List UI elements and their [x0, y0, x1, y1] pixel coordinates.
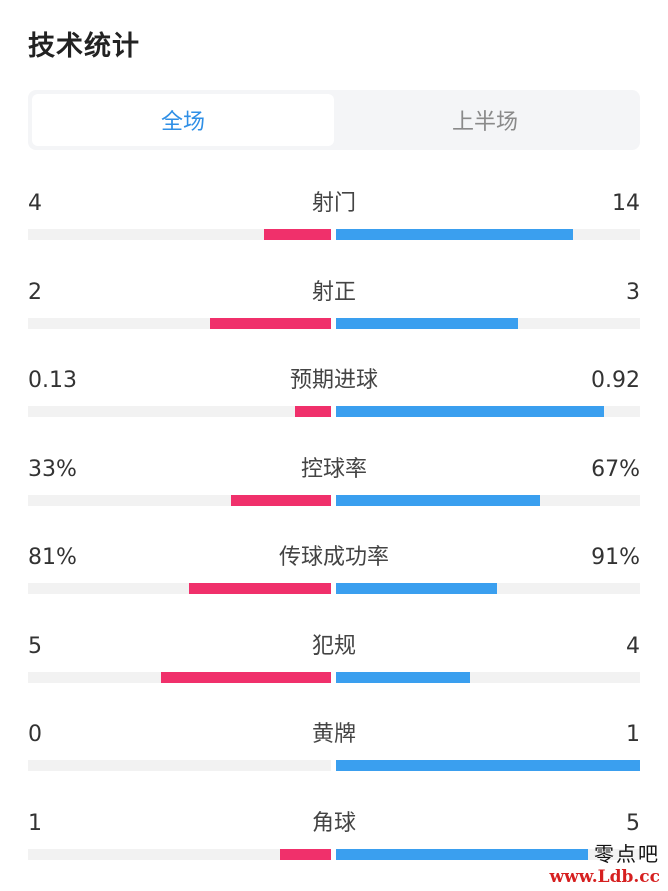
- home-value: 81%: [28, 545, 77, 570]
- away-bar: [336, 317, 519, 329]
- home-value: 4: [28, 191, 42, 216]
- watermark: 零点吧 www.Ldb.cc: [550, 838, 660, 887]
- home-value: 33%: [28, 456, 77, 482]
- home-bar-track: [28, 671, 331, 683]
- home-bar: [209, 317, 331, 329]
- away-bar: [336, 583, 498, 594]
- stat-label: 黄牌: [311, 722, 356, 747]
- stat-row: 5 犯规 4: [28, 613, 640, 702]
- stat-label: 射门: [311, 191, 356, 216]
- stat-row: 81% 传球成功率 91%: [28, 524, 640, 613]
- stat-row: 4 射门 14: [28, 170, 640, 259]
- home-bar: [264, 229, 331, 240]
- home-value: 0.13: [28, 368, 77, 393]
- away-bar-track: [336, 760, 640, 771]
- home-bar-track: [28, 760, 331, 771]
- away-bar: [336, 848, 589, 860]
- away-bar-track: [336, 317, 640, 329]
- away-bar-track: [336, 848, 640, 860]
- tab-full-match[interactable]: 全场: [32, 94, 334, 146]
- stat-label: 射正: [311, 279, 356, 305]
- home-bar-track: [28, 406, 331, 417]
- stat-label: 角球: [311, 810, 356, 836]
- stat-label: 控球率: [300, 456, 367, 482]
- home-bar: [188, 583, 331, 594]
- away-value: 4: [626, 633, 640, 659]
- away-value: 1: [626, 722, 640, 747]
- home-bar: [161, 671, 331, 683]
- home-value: 1: [28, 810, 42, 836]
- away-bar: [336, 760, 640, 771]
- stat-label: 传球成功率: [278, 545, 389, 570]
- away-bar: [336, 494, 540, 506]
- away-value: 5: [626, 810, 640, 836]
- stat-label: 犯规: [311, 633, 356, 659]
- stat-label: 预期进球: [289, 368, 378, 393]
- watermark-url: www.Ldb.cc: [549, 867, 660, 887]
- away-value: 3: [626, 279, 640, 305]
- away-bar-track: [336, 494, 640, 506]
- stat-row: 2 射正 3: [28, 259, 640, 348]
- away-value: 91%: [591, 545, 640, 570]
- away-bar-track: [336, 583, 640, 594]
- period-tabs: 全场 上半场: [28, 90, 640, 150]
- home-bar-track: [28, 583, 331, 594]
- away-value: 67%: [591, 456, 640, 482]
- tab-first-half[interactable]: 上半场: [451, 110, 518, 135]
- away-bar: [336, 671, 470, 683]
- away-bar-track: [336, 406, 640, 417]
- page-title: 技术统计: [28, 31, 140, 62]
- home-value: 0: [28, 722, 42, 747]
- stat-row: 1 角球 5: [28, 790, 640, 879]
- away-bar: [336, 229, 574, 240]
- home-value: 5: [28, 633, 42, 659]
- home-bar: [231, 494, 331, 506]
- away-value: 14: [612, 191, 640, 216]
- away-bar-track: [336, 229, 640, 240]
- away-bar: [336, 406, 604, 417]
- home-bar: [279, 848, 331, 860]
- stat-row: 0.13 预期进球 0.92: [28, 347, 640, 436]
- home-bar-track: [28, 317, 331, 329]
- stat-row: 0 黄牌 1: [28, 701, 640, 790]
- home-bar-track: [28, 229, 331, 240]
- stat-row: 33% 控球率 67%: [28, 436, 640, 525]
- home-bar-track: [28, 494, 331, 506]
- away-value: 0.92: [591, 368, 640, 393]
- home-bar-track: [28, 848, 331, 860]
- home-value: 2: [28, 279, 42, 305]
- watermark-text: 零点吧: [594, 842, 660, 866]
- stats-list: 4 射门 14 2 射正 3 0.13 预期进球 0.92 33% 控球率 67% 81% 传球成功率 91…: [28, 170, 640, 878]
- away-bar-track: [336, 671, 640, 683]
- home-bar: [294, 406, 331, 417]
